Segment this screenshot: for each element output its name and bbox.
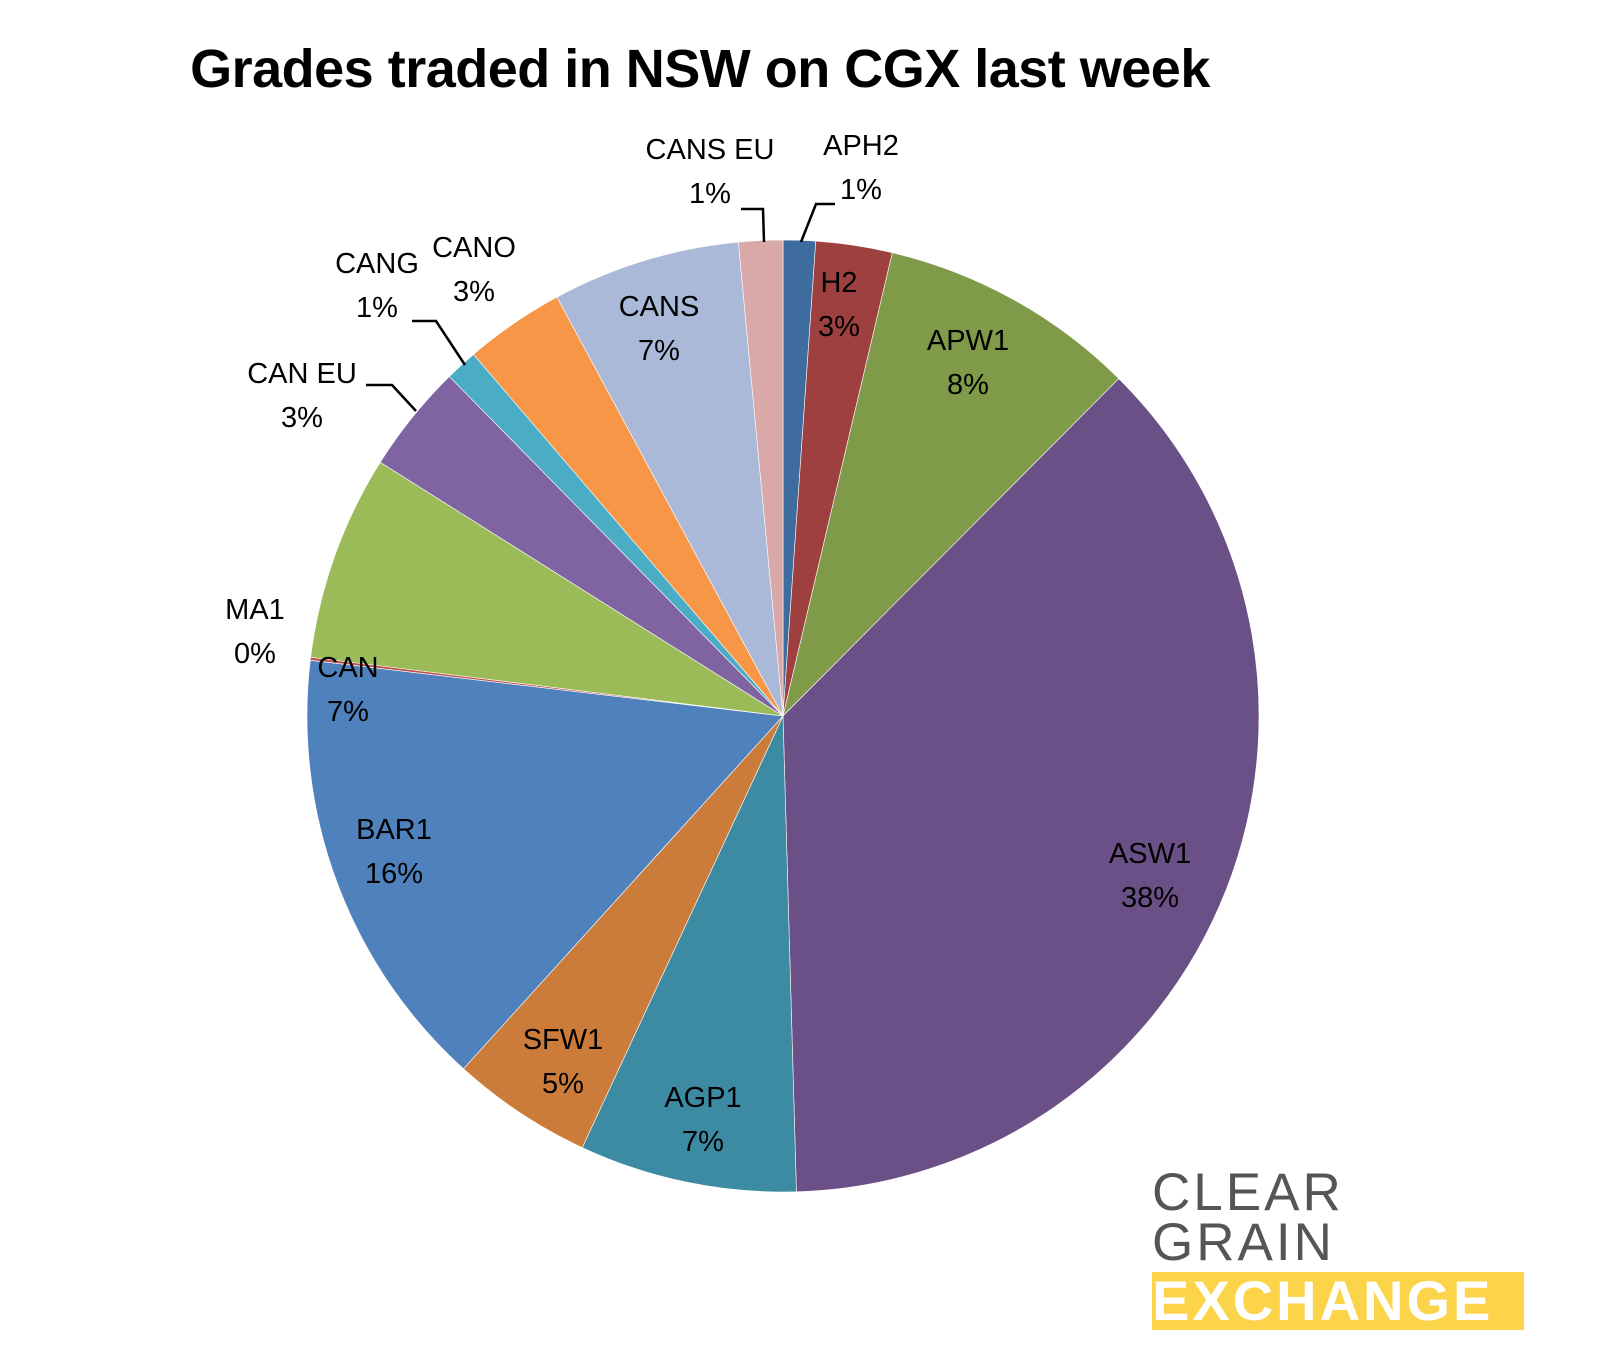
data-label-name: CAN EU [247,358,357,390]
leader-line-cang [412,319,467,366]
leader-line-aph2 [799,202,835,243]
data-label-value: 3% [818,311,860,343]
data-label-aph2: APH2 1% [823,124,899,212]
logo-line-1: CLEAR GRAIN [1152,1163,1344,1272]
data-label-cano: CANO 3% [432,226,516,314]
data-label-value: 3% [453,276,495,308]
data-label-agp1: AGP1 7% [664,1076,741,1164]
data-label-value: 7% [327,696,369,728]
data-label-value: 1% [840,174,882,206]
data-label-cans-eu: CANS EU 1% [646,128,775,216]
data-label-value: 8% [947,369,989,401]
data-label-value: 5% [542,1068,584,1100]
data-label-name: CANS EU [645,134,775,166]
leader-line-cans-eu [741,207,766,243]
data-label-value: 7% [682,1126,724,1158]
logo-line-2: EXCHANGE [1152,1272,1524,1330]
data-label-name: H2 [820,267,858,299]
data-label-cang: CANG 1% [335,242,419,330]
data-label-asw1: ASW1 38% [1109,832,1191,920]
pie-slice-bar1 [306,659,784,1070]
data-label-value: 38% [1120,882,1180,914]
data-label-name: AGP1 [664,1082,742,1114]
data-label-name: BAR1 [356,814,432,846]
data-label-value: 0% [234,638,276,670]
data-label-apw1: APW1 8% [927,319,1009,407]
data-label-cans: CANS 7% [619,285,700,373]
data-label-name: CAN [317,652,379,684]
data-label-name: CANO [432,232,516,264]
pie-slice-can [310,461,784,717]
pie-slice-asw1 [782,378,1260,1193]
data-label-can-eu: CAN EU 3% [247,352,357,440]
data-label-name: SFW1 [522,1024,604,1056]
data-label-value: 7% [638,335,680,367]
clear-grain-exchange-logo: CLEAR GRAIN EXCHANGE [1152,1163,1532,1330]
data-label-name: CANS [618,291,700,323]
data-label-name: APW1 [926,325,1010,357]
data-label-sfw1: SFW1 5% [523,1018,604,1106]
pie-slice-cans [556,241,784,717]
pie-slice-apw1 [782,252,1120,717]
data-label-value: 3% [281,402,323,434]
pie-slice-cans-eu [738,239,784,717]
data-label-ma1: MA1 0% [225,588,285,676]
data-label-bar1: BAR1 16% [356,808,432,896]
data-label-value: 1% [689,178,731,210]
leader-line-can-eu [366,383,417,412]
data-label-can: CAN 7% [317,646,378,734]
data-label-name: ASW1 [1108,838,1192,870]
chart-title: Grades traded in NSW on CGX last week [190,39,1210,99]
data-label-h2: H2 3% [818,261,860,349]
data-label-name: MA1 [225,594,285,626]
pie-slice-agp1 [581,715,797,1193]
data-label-name: APH2 [823,130,899,162]
data-label-value: 1% [356,292,398,324]
data-label-value: 16% [364,858,424,890]
data-label-name: CANG [335,248,419,280]
